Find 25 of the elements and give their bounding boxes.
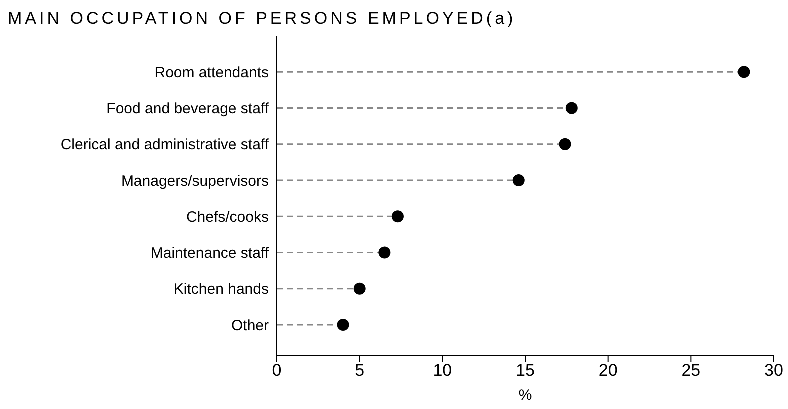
y-tick-label: Clerical and administrative staff — [60, 136, 270, 154]
x-tick-label: 25 — [682, 361, 701, 380]
y-tick-label: Other — [231, 317, 270, 334]
x-tick-label: 5 — [355, 361, 365, 380]
x-tick-label: 15 — [516, 361, 535, 380]
point — [354, 282, 366, 295]
point — [559, 138, 572, 150]
point — [337, 318, 350, 331]
x-tick-label: 30 — [764, 361, 784, 380]
x-tick-label: 10 — [433, 361, 452, 380]
chart-title: MAIN OCCUPATION OF PERSONS EMPLOYED(a) — [8, 8, 518, 30]
y-tick-label: Kitchen hands — [174, 281, 269, 298]
y-tick-label: Maintenance staff — [150, 245, 270, 262]
y-tick-label: Managers/supervisors — [121, 172, 269, 190]
point — [566, 102, 578, 114]
x-axis-title: % — [518, 387, 532, 404]
y-tick-label: Food and beverage staff — [106, 100, 270, 118]
point — [378, 246, 391, 259]
point — [738, 66, 750, 78]
x-tick-label: 20 — [598, 361, 618, 380]
y-tick-label: Chefs/cooks — [186, 208, 269, 226]
point — [392, 210, 404, 223]
point — [512, 174, 525, 186]
x-tick-label: 0 — [272, 361, 282, 380]
y-tick-label: Room attendants — [154, 64, 269, 82]
